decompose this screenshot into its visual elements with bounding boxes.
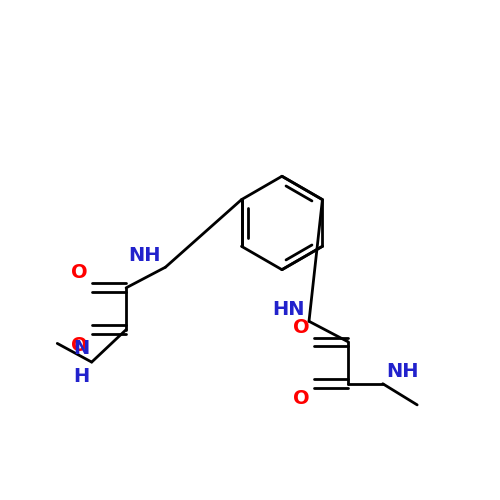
Text: HN: HN xyxy=(272,300,305,319)
Text: H: H xyxy=(73,367,89,386)
Text: O: O xyxy=(294,388,310,407)
Text: NH: NH xyxy=(386,362,419,382)
Text: N: N xyxy=(73,339,89,358)
Text: O: O xyxy=(71,263,88,282)
Text: NH: NH xyxy=(128,246,160,264)
Text: O: O xyxy=(294,318,310,337)
Text: O: O xyxy=(71,336,88,354)
